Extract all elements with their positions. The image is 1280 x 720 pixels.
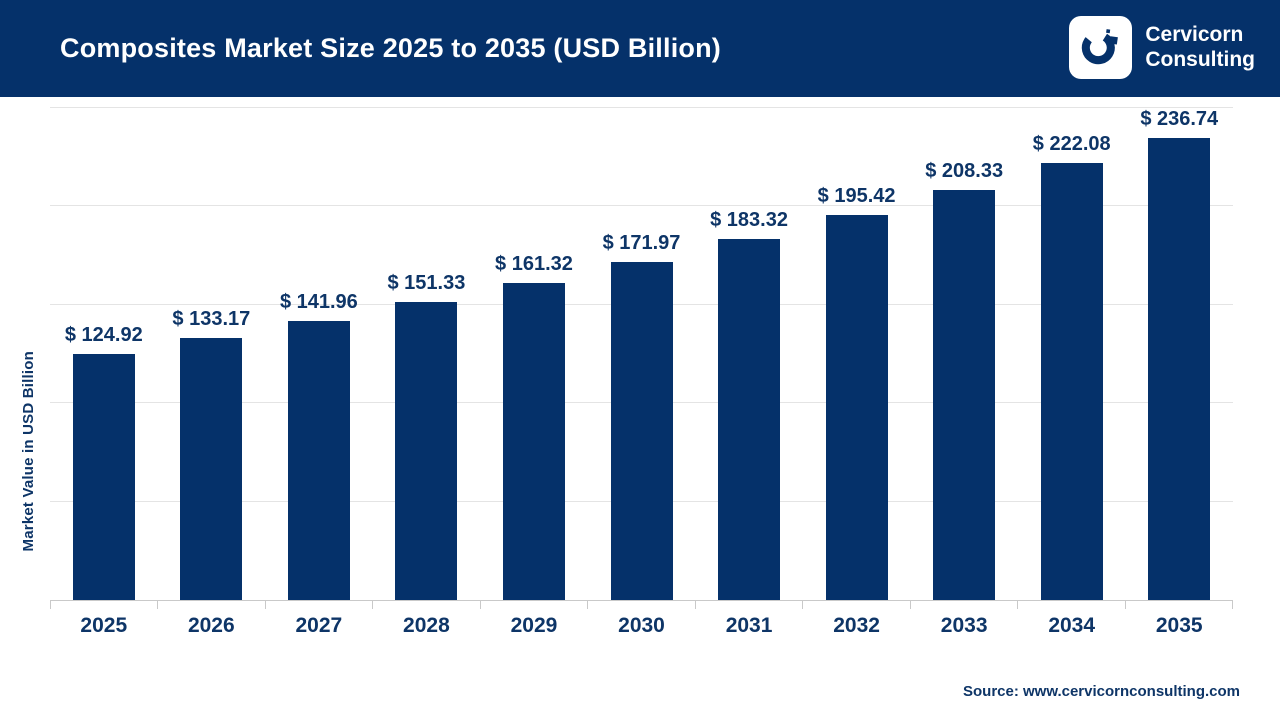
header-banner: Composites Market Size 2025 to 2035 (USD… xyxy=(0,0,1280,97)
bar-slot-2025: $ 124.92 xyxy=(50,108,158,600)
gridline-250 xyxy=(50,107,1233,108)
bar-2026 xyxy=(180,337,243,600)
x-axis-line xyxy=(50,600,1233,601)
logo-text-line2: Consulting xyxy=(1145,47,1255,71)
x-axis-labels: 2025 2026 2027 2028 2029 2030 2031 2032 2033 2034… xyxy=(50,614,1233,638)
bar-slot-2026: $ 133.17 xyxy=(158,108,266,600)
bar-slot-2027: $ 141.96 xyxy=(265,108,373,600)
bar-value-label: $ 133.17 xyxy=(172,307,251,330)
bar-chart: Market Value in USD Billion $ 124.92 $ 13… xyxy=(0,97,1280,720)
tick-cell xyxy=(1124,600,1232,609)
bar-2029 xyxy=(502,282,565,600)
bar-2030 xyxy=(610,261,673,600)
bar-2032 xyxy=(825,215,888,600)
x-axis-ticks xyxy=(50,600,1233,609)
bar-value-label: $ 208.33 xyxy=(925,160,1004,183)
x-label-2028: 2028 xyxy=(403,614,450,637)
tick-cell xyxy=(50,600,157,609)
bar-value-label: $ 236.74 xyxy=(1140,108,1219,130)
y-axis-title-box: Market Value in USD Billion xyxy=(16,205,40,697)
source-text: Source: www.cervicornconsulting.com xyxy=(962,683,1240,700)
bar-value-label: $ 141.96 xyxy=(279,290,358,313)
tick-cell xyxy=(264,600,372,609)
x-label-2034: 2034 xyxy=(1048,614,1096,637)
logo-text-line1: Cervicorn xyxy=(1145,23,1244,47)
x-label-2035: 2035 xyxy=(1155,614,1203,637)
bar-2027 xyxy=(287,320,350,600)
x-label-2026: 2026 xyxy=(187,614,235,637)
chart-title: Composites Market Size 2025 to 2035 (USD… xyxy=(60,33,721,63)
bar-value-label: $ 183.32 xyxy=(710,209,788,232)
tick-cell xyxy=(479,600,587,609)
gridline-200 xyxy=(50,205,1233,207)
tick-cell xyxy=(157,600,264,609)
bar-2033 xyxy=(933,190,996,600)
bar-slot-2029: $ 161.32 xyxy=(480,108,588,600)
y-axis-title: Market Value in USD Billion xyxy=(19,350,37,552)
bar-value-label: $ 195.42 xyxy=(817,185,896,208)
bar-2034 xyxy=(1040,162,1103,600)
tick-cell xyxy=(909,600,1017,609)
bar-slot-2028: $ 151.33 xyxy=(373,108,481,600)
logo-badge xyxy=(1069,16,1133,79)
bar-2028 xyxy=(395,302,458,600)
bars-container: $ 124.92 $ 133.17 $ 141.96 $ 151.33 $ 161.32… xyxy=(50,108,1233,600)
tick-cell xyxy=(372,600,479,609)
bar-value-label: $ 222.08 xyxy=(1032,132,1111,155)
tick-cell xyxy=(802,600,909,609)
bar-slot-2031: $ 183.32 xyxy=(695,108,803,600)
x-label-2033: 2033 xyxy=(940,614,988,637)
bar-value-label: $ 151.33 xyxy=(387,272,466,295)
bar-value-label: $ 161.32 xyxy=(495,252,573,275)
x-label-2030: 2030 xyxy=(618,614,665,637)
x-label-2027: 2027 xyxy=(295,614,343,637)
tick-cell xyxy=(587,600,694,609)
bar-value-label: $ 171.97 xyxy=(602,231,681,254)
plot-area: $ 124.92 $ 133.17 $ 141.96 $ 151.33 $ 161.32… xyxy=(50,107,1233,637)
x-label-2032: 2032 xyxy=(833,614,880,637)
bar-2031 xyxy=(718,239,781,600)
logo-text: Cervicorn Consulting xyxy=(1145,23,1255,71)
x-label-2025: 2025 xyxy=(80,614,128,637)
tick-cell xyxy=(1017,600,1124,609)
bar-slot-2032: $ 195.42 xyxy=(803,108,911,600)
bar-value-label: $ 124.92 xyxy=(64,324,143,347)
x-label-2031: 2031 xyxy=(725,614,773,637)
bar-slot-2035: $ 236.74 xyxy=(1125,108,1233,600)
cervicorn-c-icon xyxy=(1077,22,1124,74)
bar-slot-2033: $ 208.33 xyxy=(910,108,1018,600)
bar-2035 xyxy=(1148,138,1211,600)
brand-logo: Cervicorn Consulting xyxy=(1069,16,1255,79)
tick-cell xyxy=(694,600,802,609)
bar-slot-2034: $ 222.08 xyxy=(1018,108,1126,600)
x-label-2029: 2029 xyxy=(510,614,558,637)
bar-slot-2030: $ 171.97 xyxy=(588,108,696,600)
bar-2025 xyxy=(72,354,135,600)
